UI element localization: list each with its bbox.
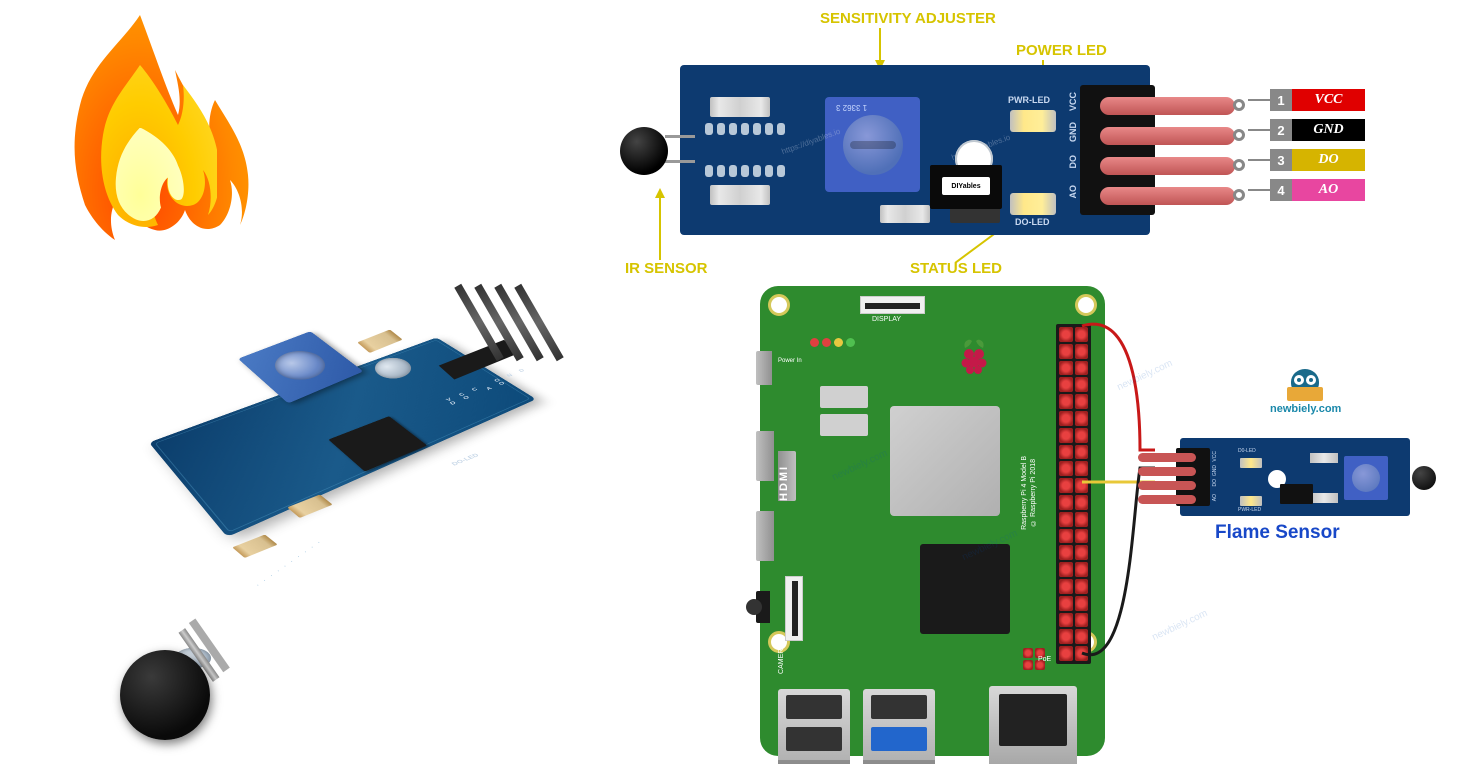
newbiely-logo: newbiely.com (1270, 365, 1340, 415)
soc-chip (890, 406, 1000, 516)
callout-sensitivity: SENSITIVITY ADJUSTER (820, 10, 996, 27)
diagram-canvas: VCC GND DO AO DO-LED · · · · · · · · · ·… (0, 0, 1479, 763)
ir-receiver-icon (620, 127, 668, 175)
pin-tag-vcc: 1VCC (1270, 89, 1365, 111)
flame-sensor-top-view: 1 3362 3 https://diyables.io https://diy… (680, 65, 1150, 235)
raspberry-logo-icon (958, 336, 990, 378)
usb3-port (863, 689, 935, 764)
usb2-port (778, 689, 850, 764)
raspberry-pi-board: DISPLAY Power In HDMI Raspberry Pi 4 Mod… (760, 286, 1105, 756)
hdmi-port (756, 511, 774, 561)
status-led-icon (1010, 193, 1056, 215)
pin-tag-gnd: 2GND (1270, 119, 1365, 141)
pin-tag-ao: 4AO (1270, 179, 1365, 201)
flame-icon (30, 15, 250, 265)
callout-power-led: POWER LED (1016, 42, 1107, 59)
camera-connector (785, 576, 803, 641)
hdmi-port (756, 431, 774, 481)
usbc-port (756, 351, 772, 385)
display-connector (860, 296, 925, 314)
pin-tag-do: 3DO (1270, 149, 1365, 171)
flame-sensor-small: D0-LED PWR-LED VCC GND DO AO (1180, 438, 1410, 516)
flame-sensor-label: Flame Sensor (1215, 522, 1340, 544)
diyables-tag: DIYables (942, 177, 990, 195)
activity-leds (810, 338, 855, 347)
callout-ir-sensor: IR SENSOR (625, 260, 708, 277)
flame-sensor-3d-view: VCC GND DO AO DO-LED · · · · · · · · · · (60, 280, 560, 740)
ethernet-port (989, 686, 1077, 764)
audio-jack (756, 591, 770, 623)
power-led-icon (1010, 110, 1056, 132)
callout-arrow (870, 28, 890, 70)
callout-arrow (650, 188, 670, 260)
ir-receiver-3d (120, 650, 210, 740)
